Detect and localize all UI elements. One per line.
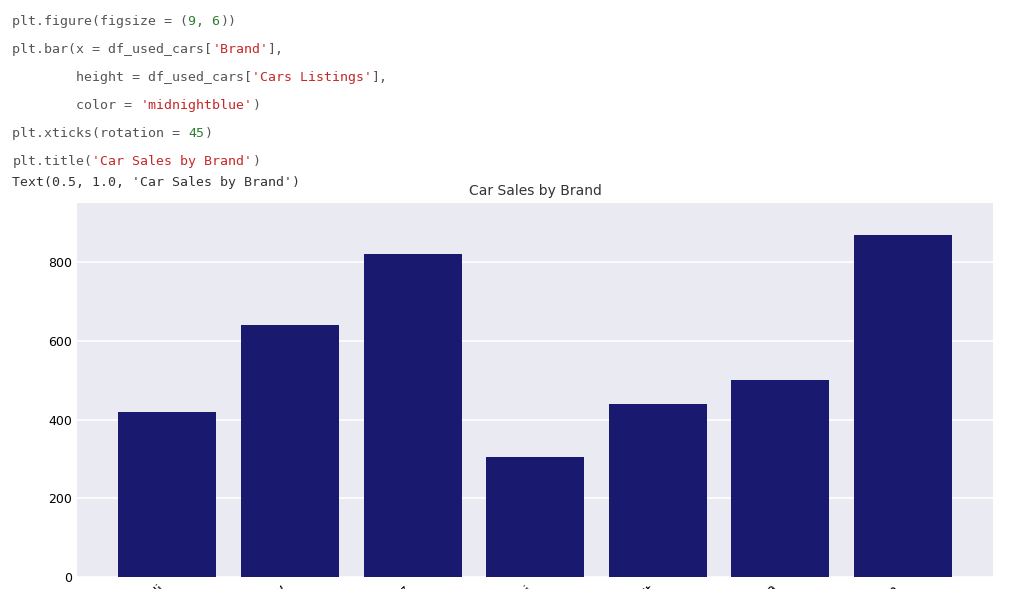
Text: color =: color = — [12, 99, 140, 112]
Text: Text(0.5, 1.0, 'Car Sales by Brand'): Text(0.5, 1.0, 'Car Sales by Brand') — [12, 176, 300, 189]
Bar — [241, 325, 339, 577]
Text: ],: ], — [373, 71, 388, 84]
Text: 'midnightblue': 'midnightblue' — [140, 99, 252, 112]
Bar — [364, 254, 462, 577]
Bar — [119, 412, 216, 577]
Text: ): ) — [252, 155, 260, 168]
Text: plt.bar(x = df_used_cars[: plt.bar(x = df_used_cars[ — [12, 43, 212, 56]
Text: ],: ], — [268, 43, 285, 56]
Text: ): ) — [205, 127, 212, 140]
Text: plt.title(: plt.title( — [12, 155, 92, 168]
Text: plt.xticks(rotation =: plt.xticks(rotation = — [12, 127, 188, 140]
Text: plt.figure(figsize = (: plt.figure(figsize = ( — [12, 15, 188, 28]
Bar — [854, 234, 951, 577]
Text: 45: 45 — [188, 127, 205, 140]
Text: )): )) — [220, 15, 237, 28]
Title: Car Sales by Brand: Car Sales by Brand — [469, 184, 601, 198]
Text: ): ) — [252, 99, 260, 112]
Bar — [486, 457, 584, 577]
Text: 'Brand': 'Brand' — [212, 43, 268, 56]
Text: 9, 6: 9, 6 — [188, 15, 220, 28]
Bar — [608, 404, 707, 577]
Text: 'Car Sales by Brand': 'Car Sales by Brand' — [92, 155, 252, 168]
Text: height = df_used_cars[: height = df_used_cars[ — [12, 71, 252, 84]
Text: 'Cars Listings': 'Cars Listings' — [252, 71, 373, 84]
Bar — [731, 380, 829, 577]
